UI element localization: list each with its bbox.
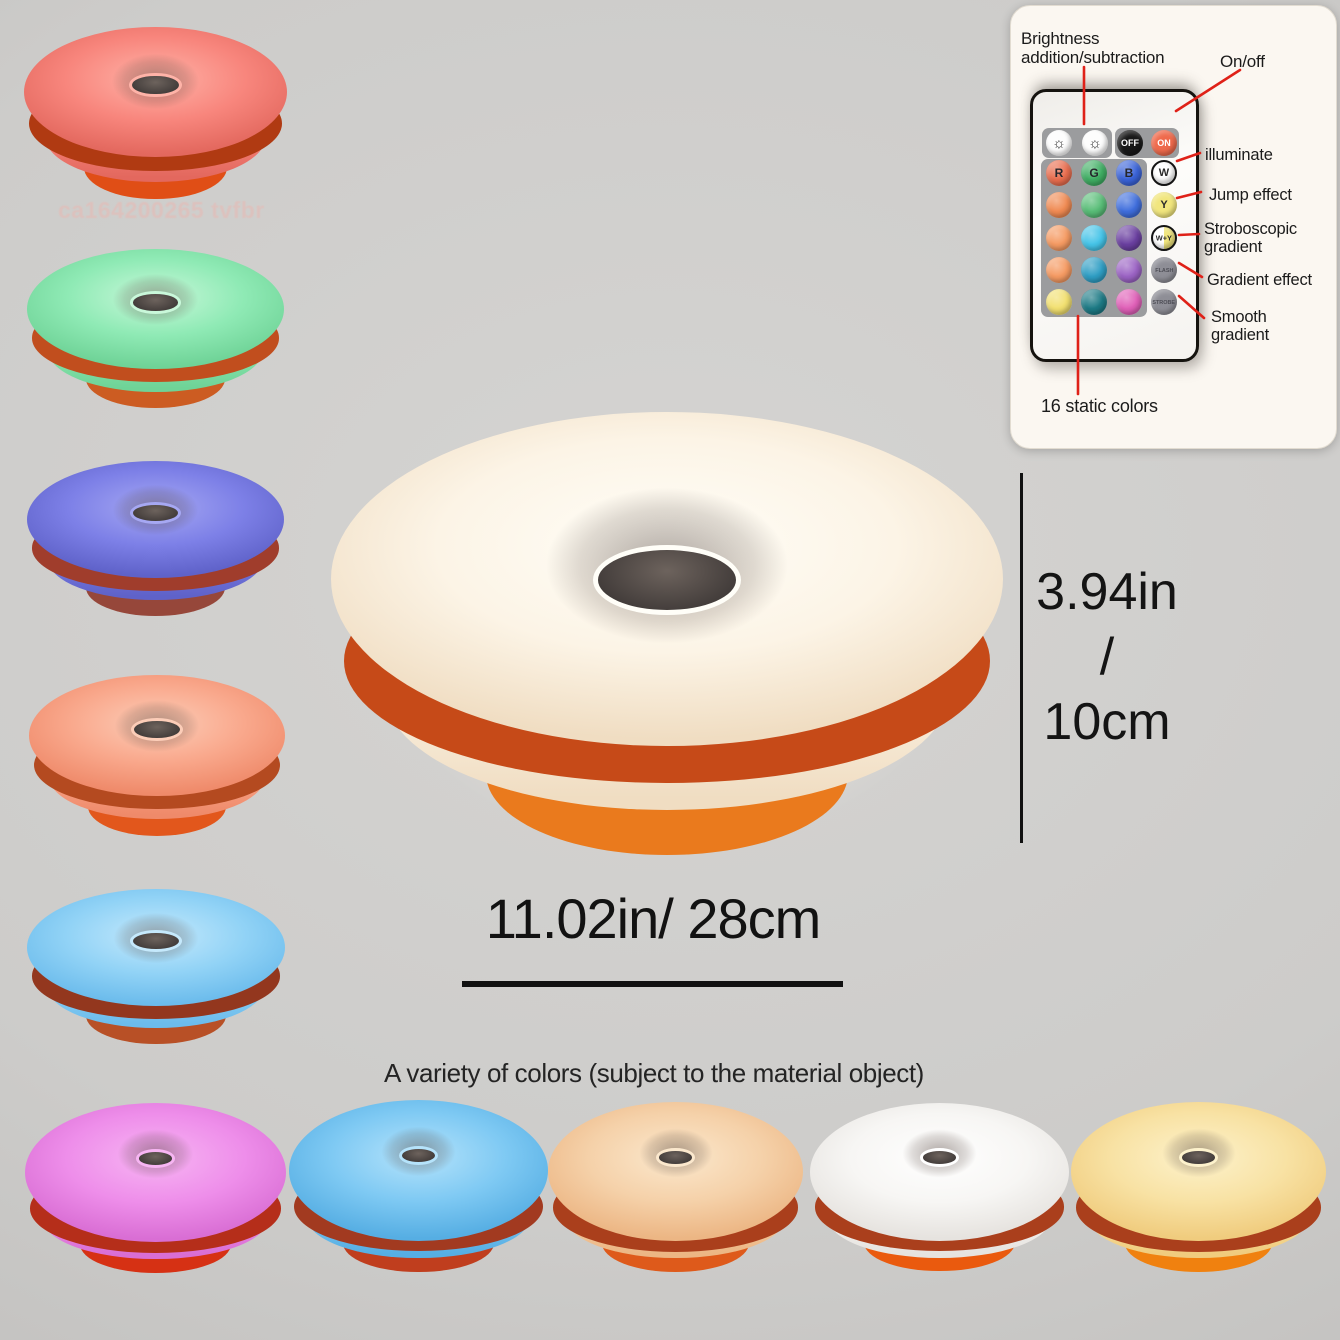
lamp-center-hole <box>131 717 183 741</box>
label-smooth-gradient: Smooth gradient <box>1211 308 1269 345</box>
lamp-center-hole <box>129 72 182 98</box>
y-button-label: Y <box>1160 199 1168 211</box>
label-16-static-colors: 16 static colors <box>1041 396 1158 416</box>
lamp-body <box>25 1103 286 1243</box>
label-jump-effect: Jump effect <box>1209 186 1292 204</box>
lamp-sky-blue <box>27 889 285 1047</box>
diameter-underline <box>462 981 843 987</box>
color-button <box>1081 289 1107 315</box>
off-button: OFF <box>1117 130 1143 156</box>
color-button <box>1081 257 1107 283</box>
color-button <box>1116 289 1142 315</box>
color-button <box>1046 225 1072 251</box>
w-button-label: W <box>1158 167 1170 179</box>
lamp-body <box>548 1102 803 1242</box>
on-button: ON <box>1151 130 1177 156</box>
sun-icon: ☼ <box>1088 134 1102 152</box>
lamp-center-hole <box>399 1146 438 1166</box>
lamp-mint-green <box>27 249 284 411</box>
on-button-label: ON <box>1157 138 1171 148</box>
color-button <box>1081 225 1107 251</box>
lamp-body <box>289 1100 548 1242</box>
label-brightness-line2: addition/subtraction <box>1021 48 1165 68</box>
lamp-center-hole <box>593 545 741 616</box>
lamp-center-hole <box>130 930 182 953</box>
lamp-orchid-pink <box>25 1103 286 1273</box>
color-button <box>1116 225 1142 251</box>
blue-button-label: B <box>1124 166 1134 180</box>
brightness-down-button: ☼ <box>1082 130 1108 156</box>
label-stroboscopic-line2: gradient <box>1204 238 1263 257</box>
lamp-center-hole <box>920 1148 959 1167</box>
off-button-label: OFF <box>1121 138 1139 148</box>
diameter-dimension-label: 11.02in/ 28cm <box>485 887 822 950</box>
lamp-body <box>810 1103 1069 1241</box>
strobe-button: STROBE <box>1151 289 1177 315</box>
white-yellow-mode-button: W+Y <box>1151 225 1177 251</box>
height-dimension-label: 3.94in / 10cm <box>1031 560 1183 755</box>
lamp-tan <box>548 1102 803 1272</box>
color-button <box>1116 257 1142 283</box>
height-separator: / <box>1099 628 1115 686</box>
blue-color-button: B <box>1116 160 1142 186</box>
watermark: ca164200265 tvfbr <box>58 197 265 223</box>
sun-icon: ☼ <box>1052 134 1066 152</box>
remote-instructions-panel: Brightness addition/subtraction On/off i… <box>1010 5 1337 449</box>
label-illuminate: illuminate <box>1205 146 1273 164</box>
flash-button-label: FLASH <box>1154 266 1174 274</box>
label-brightness-line1: Brightness <box>1021 29 1100 48</box>
lamp-coral-red <box>24 27 287 203</box>
label-smooth-line1: Smooth <box>1211 308 1267 326</box>
white-mode-button: W <box>1151 160 1177 186</box>
lamp-body <box>1071 1102 1326 1242</box>
red-button-label: R <box>1054 166 1064 180</box>
lamp-azure-blue <box>289 1100 548 1272</box>
green-color-button: G <box>1081 160 1107 186</box>
label-smooth-line2: gradient <box>1211 326 1270 345</box>
color-button <box>1046 289 1072 315</box>
lamp-blue-purple <box>27 461 284 619</box>
brightness-up-button: ☼ <box>1046 130 1072 156</box>
wy-button-label: W+Y <box>1155 233 1173 243</box>
label-gradient-effect: Gradient effect <box>1207 271 1312 289</box>
caption: A variety of colors (subject to the mate… <box>384 1058 924 1088</box>
label-brightness: Brightness addition/subtraction <box>1021 29 1165 68</box>
lamp-white <box>810 1103 1069 1271</box>
lamp-center-hole <box>1179 1147 1218 1167</box>
lamp-butter-yellow <box>1071 1102 1326 1272</box>
strobe-button-label: STROBE <box>1152 298 1176 306</box>
height-centimeters: 10cm <box>1043 693 1171 751</box>
lamp-center-hole <box>135 1148 176 1168</box>
green-button-label: G <box>1089 166 1099 180</box>
color-button <box>1046 257 1072 283</box>
label-on-off: On/off <box>1220 52 1265 71</box>
color-button <box>1046 192 1072 218</box>
yellow-mode-button: Y <box>1151 192 1177 218</box>
remote-control: ☼ ☼ OFF ON R G B W Y W+Y FLASH STROBE <box>1030 89 1199 362</box>
lamp-center-hole <box>129 502 182 525</box>
color-button <box>1116 192 1142 218</box>
lamp-center-hole <box>656 1147 695 1167</box>
label-stroboscopic-line1: Stroboscopic <box>1204 220 1297 238</box>
lamp-center-hole <box>129 291 182 314</box>
red-color-button: R <box>1046 160 1072 186</box>
lamp-main-warm-white <box>331 412 1003 864</box>
label-stroboscopic-gradient: Stroboscopic gradient <box>1204 220 1297 257</box>
flash-button: FLASH <box>1151 257 1177 283</box>
height-inches: 3.94in <box>1036 563 1178 621</box>
color-button <box>1081 192 1107 218</box>
height-dimension-line <box>1020 473 1023 843</box>
lamp-peach <box>29 675 285 839</box>
